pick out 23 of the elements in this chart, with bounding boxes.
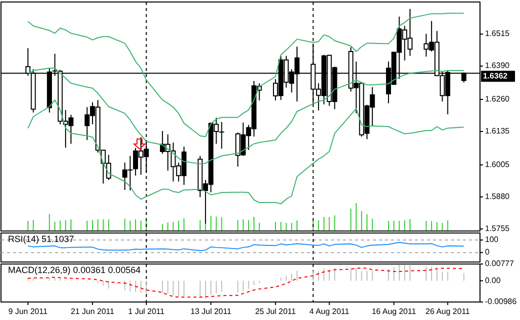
x-tick-label: 1 Jul 2011 xyxy=(128,307,166,316)
y-tick-label: 0 xyxy=(485,248,490,257)
chart-title: RSI(14) 51.1037 xyxy=(8,234,74,244)
y-tick-label: 1.6260 xyxy=(485,94,510,104)
x-tick-label: 13 Jul 2011 xyxy=(190,307,232,316)
y-tick-label: 1.6135 xyxy=(485,126,510,136)
y-tick-label: 0.00777 xyxy=(485,259,514,268)
y-tick-label: 1.6005 xyxy=(485,160,510,169)
y-tick-label: 0.00 xyxy=(485,276,502,285)
x-tick-label: 21 Jun 2011 xyxy=(70,307,115,316)
y-tick-label: 1.6390 xyxy=(485,61,510,70)
chart-title: MACD(12,26,9) 0.00361 0.00564 xyxy=(8,265,141,275)
x-tick-label: 25 Jul 2011 xyxy=(255,307,296,316)
y-tick-label: -0.00986 xyxy=(485,297,518,306)
x-tick-label: 9 Jun 2011 xyxy=(8,307,48,316)
x-tick-label: 16 Aug 2011 xyxy=(372,307,417,316)
x-tick-label: 26 Aug 2011 xyxy=(426,307,470,316)
x-tick-label: 4 Aug 2011 xyxy=(309,307,350,316)
ref-line-label: 1.6362 xyxy=(483,71,508,80)
y-tick-label: 1.6515 xyxy=(485,29,510,38)
y-tick-label: 100 xyxy=(485,235,499,244)
y-tick-label: 1.5755 xyxy=(485,224,510,234)
y-tick-label: 1.5880 xyxy=(485,192,510,202)
